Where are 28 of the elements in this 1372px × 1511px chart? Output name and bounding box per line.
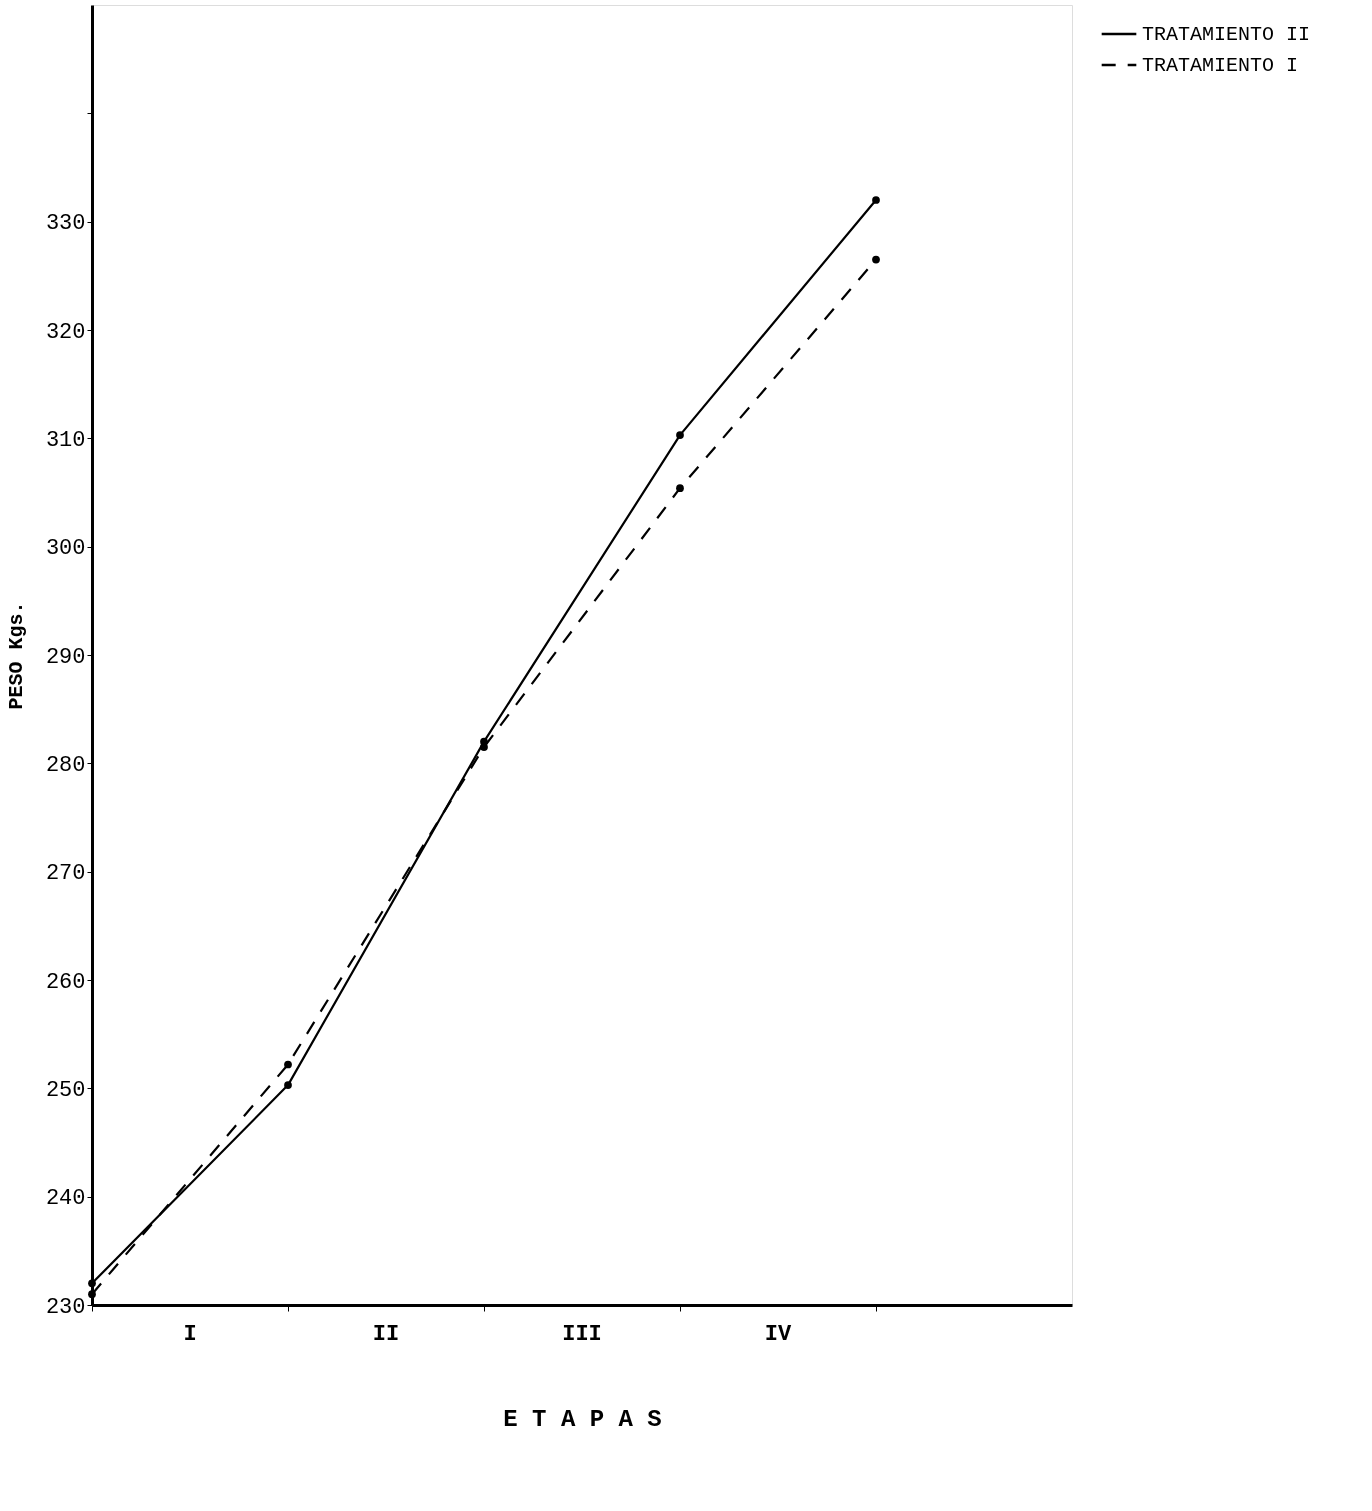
point <box>284 1081 292 1089</box>
y-tick-label: 250 <box>45 1077 86 1103</box>
point <box>284 1060 292 1069</box>
y-tick-label: 260 <box>45 969 86 995</box>
legend-label: TRATAMIENTO II <box>1142 23 1311 46</box>
y-tick-label: 330 <box>45 211 86 237</box>
y-tick-label: 290 <box>45 644 86 670</box>
y-tick-label: 280 <box>45 752 86 778</box>
y-axis-title: PESO Kgs. <box>4 601 28 710</box>
text: II <box>372 1322 400 1347</box>
point <box>872 255 880 264</box>
x-axis-title: E T A P A S <box>503 1405 662 1433</box>
point <box>480 743 488 751</box>
y-tick-label: 320 <box>45 319 86 345</box>
text: III <box>562 1322 602 1347</box>
y-tick-label: 230 <box>45 1294 86 1320</box>
y-tick-label: 310 <box>45 427 86 453</box>
text: I <box>183 1322 197 1347</box>
point <box>88 1279 96 1288</box>
y-tick-label: 300 <box>45 536 86 562</box>
point <box>872 196 880 204</box>
y-tick-label: 240 <box>45 1186 86 1212</box>
y-tick-label: 270 <box>45 861 86 887</box>
point <box>676 484 684 493</box>
legend-label: TRATAMIENTO I <box>1142 54 1299 77</box>
point <box>88 1290 96 1299</box>
point <box>676 431 684 439</box>
text: IV <box>764 1322 792 1347</box>
